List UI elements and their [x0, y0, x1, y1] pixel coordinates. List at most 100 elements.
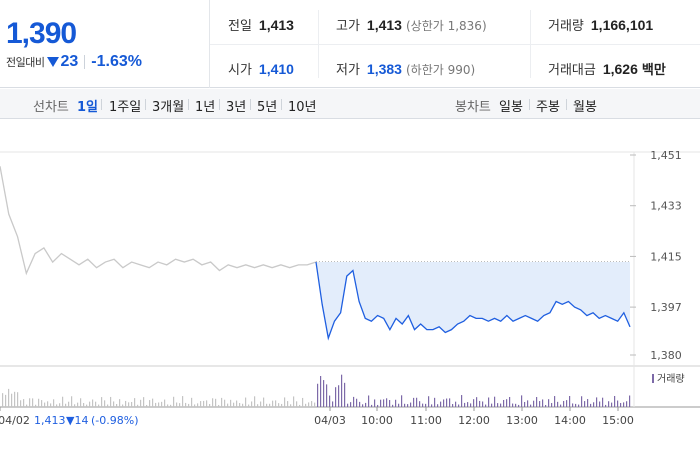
volume-bar	[173, 396, 175, 407]
volume-bar	[221, 397, 223, 407]
volume-bar	[440, 401, 442, 407]
volume-bar	[545, 404, 547, 407]
volume-bar	[146, 404, 148, 407]
stat-value: 1,413	[258, 17, 294, 33]
volume-bar	[383, 399, 385, 407]
stat-label: 시가	[228, 63, 252, 78]
volume-bar	[497, 403, 499, 407]
price-chart[interactable]: 1,451 1,433 1,415 1,397 1,380 거래량 04/02 04/03 10…	[0, 120, 700, 450]
tab-10year[interactable]: 10년	[288, 100, 317, 115]
volume-bar	[89, 401, 91, 407]
volume-bar	[512, 403, 514, 407]
tab-monthly-candle[interactable]: 월봉	[573, 100, 597, 115]
volume-bar	[41, 400, 43, 407]
intraday-chart-svg[interactable]: 1,451 1,433 1,415 1,397 1,380 거래량 04/02 04/03 10…	[0, 120, 700, 450]
volume-bar	[140, 399, 142, 407]
divider	[566, 99, 567, 110]
volume-bar	[476, 397, 478, 407]
tab-1day[interactable]: 1일	[77, 100, 99, 115]
current-price: 1,390	[6, 17, 77, 50]
volume-bar	[347, 403, 349, 407]
volume-bar	[629, 395, 631, 407]
volume-bar	[161, 401, 163, 407]
volume-bar	[185, 402, 187, 407]
stat-label: 고가	[336, 19, 360, 34]
volume-bar	[377, 404, 379, 407]
volume-bar	[155, 402, 157, 407]
volume-bar	[530, 404, 532, 407]
volume-bar	[125, 400, 127, 407]
volume-bar	[59, 403, 61, 407]
volume-bar	[566, 400, 568, 407]
volume-bar	[485, 404, 487, 407]
volume-bar	[17, 392, 19, 407]
volume-bar	[557, 401, 559, 407]
volume-bar	[464, 402, 466, 407]
volume-bar	[104, 400, 106, 407]
stat-unit: 백만	[641, 63, 666, 78]
today-price-line	[315, 261, 631, 341]
volume-bar	[26, 404, 28, 407]
volume-bar	[92, 399, 94, 407]
volume-bar	[344, 382, 346, 407]
stat-value: 1,626	[602, 61, 638, 77]
volume-bar	[233, 402, 235, 407]
volume-bar	[605, 404, 607, 407]
volume-bar	[62, 396, 64, 407]
tab-3year[interactable]: 3년	[226, 100, 247, 115]
volume-bar	[227, 403, 229, 407]
volume-bar	[353, 396, 355, 407]
volume-bar	[296, 401, 298, 407]
x-tick-label: 04/03	[314, 414, 346, 427]
volume-bar	[98, 404, 100, 407]
volume-bar	[152, 398, 154, 407]
volume-bar	[119, 399, 121, 407]
volume-bar	[65, 403, 67, 407]
volume-bar	[182, 396, 184, 407]
divider	[529, 99, 530, 110]
tab-daily-candle[interactable]: 일봉	[499, 100, 523, 115]
volume-bar	[56, 404, 58, 407]
tab-weekly-candle[interactable]: 주봉	[536, 100, 560, 115]
volume-bar	[356, 398, 358, 407]
volume-bar	[428, 396, 430, 407]
volume-bar	[86, 404, 88, 407]
divider	[318, 10, 319, 78]
volume-bar	[68, 401, 70, 407]
volume-bar	[392, 404, 394, 407]
volume-bar	[578, 404, 580, 407]
volume-bar	[149, 400, 151, 407]
tab-1week[interactable]: 1주일	[109, 100, 142, 115]
stat-label: 전일	[228, 19, 252, 34]
volume-bar	[284, 397, 286, 407]
volume-bar	[251, 401, 253, 407]
volume-bar	[419, 401, 421, 407]
volume-bar	[260, 401, 262, 407]
y-tick-label: 1,380	[650, 349, 682, 362]
volume-bar	[599, 401, 601, 407]
price-change: 전일대비 23 -1.63%	[6, 53, 142, 71]
volume-bar	[437, 404, 439, 407]
volume-bar	[314, 402, 316, 407]
volume-bar	[269, 403, 271, 407]
volume-bar	[455, 401, 457, 407]
tab-1year[interactable]: 1년	[195, 100, 216, 115]
volume-legend-swatch	[652, 374, 654, 383]
volume-bar	[368, 395, 370, 407]
volume-bar	[479, 400, 481, 407]
volume-bar	[542, 399, 544, 407]
volume-bar	[611, 402, 613, 407]
candle-chart-label: 봉차트	[455, 100, 491, 115]
volume-bar	[458, 404, 460, 407]
volume-bar	[326, 384, 328, 407]
volume-bar	[548, 399, 550, 407]
volume-bar	[407, 404, 409, 407]
tab-3month[interactable]: 3개월	[152, 100, 185, 115]
volume-bar	[416, 397, 418, 407]
volume-bar	[308, 402, 310, 407]
volume-bar	[491, 403, 493, 407]
stat-low: 저가 1,383 (하한가 990)	[336, 59, 475, 78]
volume-bar	[404, 403, 406, 407]
volume-bar	[11, 393, 13, 407]
tab-5year[interactable]: 5년	[257, 100, 278, 115]
